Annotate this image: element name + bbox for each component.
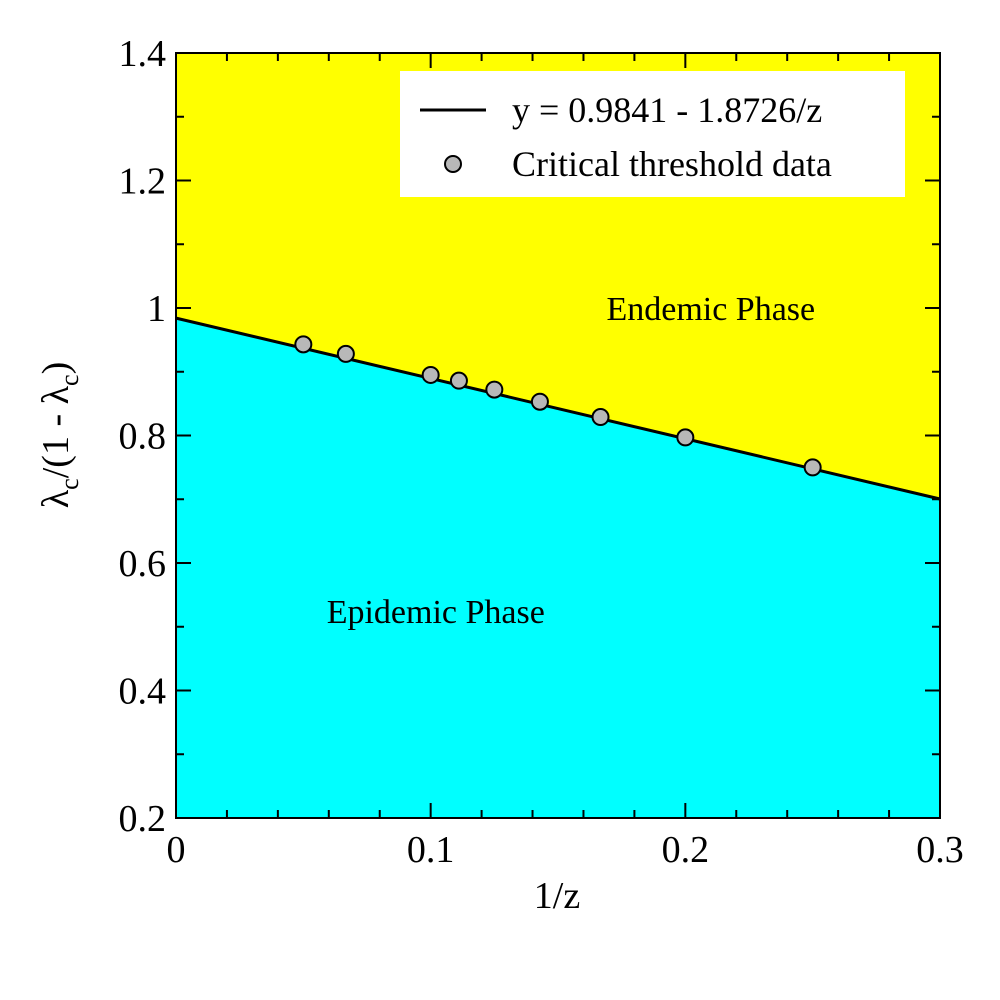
epidemic-phase-label: Epidemic Phase [327,594,545,631]
data-point [421,365,440,384]
y-tick-label: 1 [147,288,166,330]
endemic-phase-label: Endemic Phase [606,291,815,328]
x-tick-label: 0.3 [916,829,964,871]
y-tick-label: 0.4 [119,671,167,713]
data-point [530,392,549,411]
data-point [803,458,822,477]
x-tick-label: 0.2 [662,829,710,871]
x-axis-label: 1/z [534,875,580,917]
legend: y = 0.9841 - 1.8726/z Critical threshold… [400,71,905,197]
legend-marker-swatch [444,155,462,173]
data-point [591,408,610,427]
legend-series-label: Critical threshold data [512,144,832,184]
x-tick-label: 0 [167,829,186,871]
data-point [676,428,695,447]
data-point [336,344,355,363]
x-tick-labels: 0 0.1 0.2 0.3 [167,829,964,871]
y-axis-label: λc/(1 - λc) [35,362,84,509]
y-tick-label: 1.4 [119,33,167,75]
y-tick-label: 0.8 [119,416,167,458]
legend-fit-label: y = 0.9841 - 1.8726/z [512,90,822,130]
epidemic-region [176,318,940,818]
data-point [449,371,468,390]
data-point [485,380,504,399]
x-tick-label: 0.1 [407,829,455,871]
y-tick-label: 0.6 [119,543,167,585]
legend-box [400,71,905,197]
axis-ticks [175,52,941,819]
y-tick-labels: 0.2 0.4 0.6 0.8 1 1.2 1.4 [119,33,167,840]
data-points [294,335,822,477]
data-point [294,335,313,354]
y-tick-label: 1.2 [119,161,167,203]
y-tick-label: 0.2 [119,798,167,840]
